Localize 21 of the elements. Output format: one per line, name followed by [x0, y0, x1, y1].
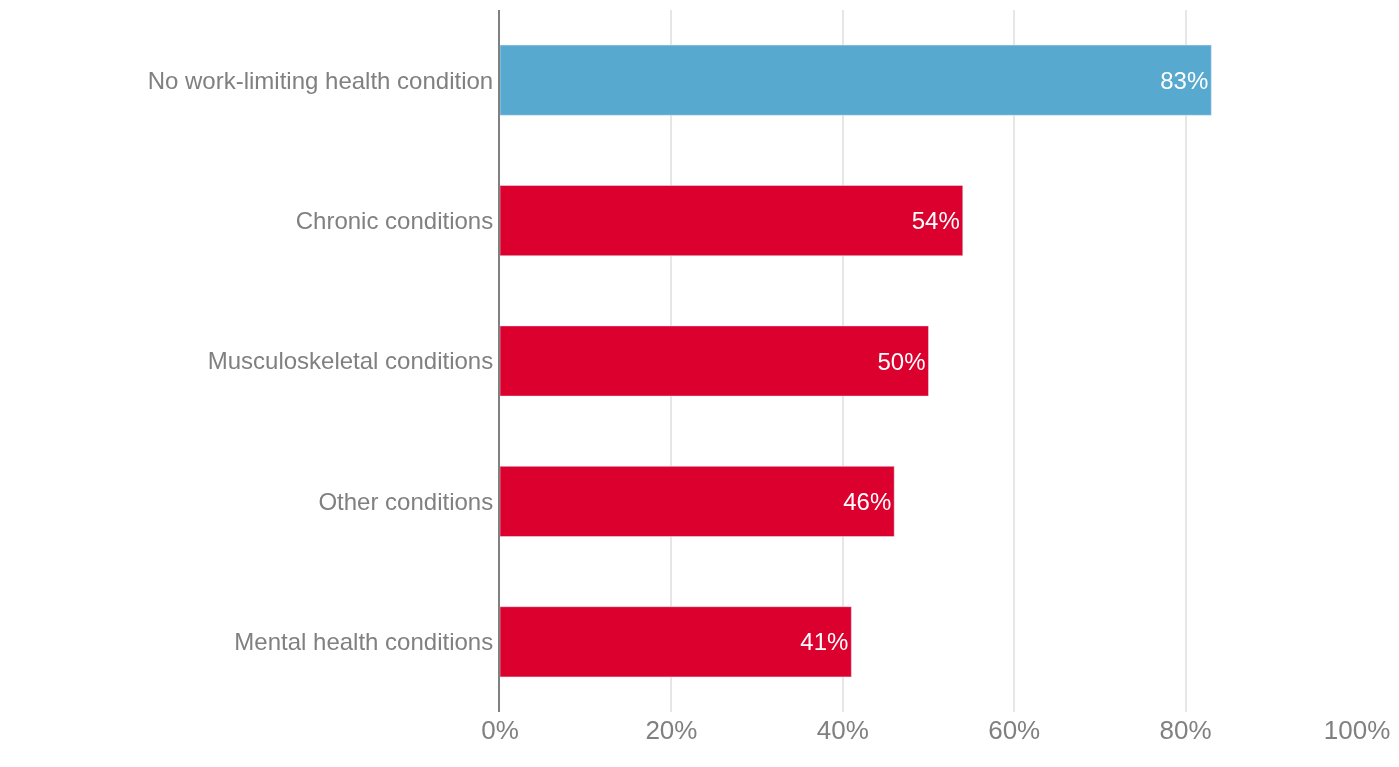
data-label: 41% [800, 628, 849, 656]
data-label: 54% [911, 207, 960, 235]
data-label: 50% [877, 347, 926, 375]
bar [500, 44, 1212, 116]
y-tick-label: Musculoskeletal conditions [207, 347, 494, 375]
bar [500, 466, 895, 537]
data-label: 46% [843, 487, 892, 515]
bar [500, 606, 852, 678]
data-label: 83% [1160, 66, 1209, 94]
y-tick-label: Chronic conditions [295, 207, 494, 234]
y-tick-label: No work-limiting health condition [147, 66, 494, 94]
y-tick-label: Mental health conditions [234, 628, 494, 656]
x-tick-label: 100% [1323, 715, 1391, 745]
x-tick-label: 60% [988, 715, 1041, 745]
x-tick-label: 20% [645, 715, 698, 745]
bar [500, 325, 929, 397]
bar [500, 185, 964, 256]
y-tick-label: Other conditions [318, 487, 494, 515]
x-tick-label: 40% [816, 715, 869, 745]
x-tick-label: 80% [1159, 715, 1212, 745]
x-tick-label: 0% [481, 715, 519, 745]
